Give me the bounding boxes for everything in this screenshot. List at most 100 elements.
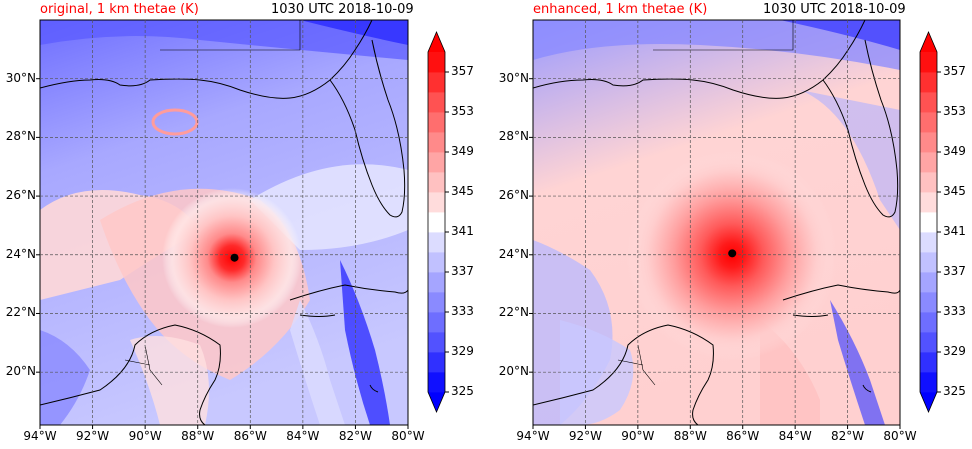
- right-panel-datetime: 1030 UTC 2018-10-09: [763, 2, 906, 17]
- colorbar-band: [920, 372, 937, 393]
- colorbar-band: [920, 192, 937, 213]
- colorbar-band: [428, 212, 445, 233]
- colorbar-tick-label: 353: [451, 104, 474, 118]
- graticule: [40, 20, 900, 425]
- colorbar-band: [428, 232, 445, 253]
- colorbar-band: [428, 132, 445, 153]
- lon-tick-label: 82°W: [338, 429, 372, 443]
- lon-tick-label: 86°W: [233, 429, 267, 443]
- colorbar-band: [428, 172, 445, 193]
- lon-tick-label: 92°W: [568, 429, 602, 443]
- colorbar-band: [428, 272, 445, 293]
- lat-tick-label: 28°N: [5, 129, 36, 144]
- lon-tick-label: 82°W: [830, 429, 865, 443]
- colorbar-band: [428, 112, 445, 133]
- colorbar-tick-label: 353: [943, 104, 966, 118]
- colorbar-band: [428, 152, 445, 173]
- colorbar-tick-label: 345: [943, 184, 966, 198]
- colorbar-tick-label: 333: [451, 304, 474, 318]
- colorbar-band: [428, 252, 445, 273]
- colorbar-band: [920, 292, 937, 313]
- lon-tick-label: 84°W: [286, 429, 320, 443]
- colorbar-band: [428, 52, 445, 73]
- colorbar-tick-label: 341: [943, 224, 966, 238]
- colorbar-extend-high: [428, 32, 445, 52]
- colorbar-band: [920, 92, 937, 113]
- colorbar-outline: [919, 30, 938, 414]
- lon-tick-label: 84°W: [778, 429, 812, 443]
- lon-tick-label: 80°W: [883, 429, 917, 443]
- lat-tick-label: 24°N: [5, 246, 36, 261]
- colorbar-band: [920, 272, 937, 293]
- colorbar-band: [920, 172, 937, 193]
- colorbar-extend-high: [920, 32, 937, 52]
- left-map: [40, 20, 408, 425]
- colorbar-tick-label: 329: [451, 344, 474, 358]
- lat-tick-label: 24°N: [498, 246, 529, 261]
- lon-tick-label: 80°W: [391, 429, 425, 443]
- colorbar-tick-label: 337: [451, 264, 474, 278]
- colorbar-tick-label: 345: [451, 184, 474, 198]
- lat-tick-label: 28°N: [498, 129, 529, 144]
- lat-tick-label: 26°N: [498, 188, 529, 203]
- lon-tick-label: 94°W: [23, 429, 57, 443]
- colorbar-band: [428, 372, 445, 393]
- colorbar-tick-label: 349: [943, 144, 966, 158]
- lat-tick-label: 30°N: [5, 70, 36, 85]
- colorbar-extend-low: [920, 392, 937, 412]
- lat-tick-label: 20°N: [5, 364, 36, 379]
- lon-tick-label: 90°W: [128, 429, 162, 443]
- lon-tick-label: 90°W: [621, 429, 655, 443]
- storm-center-markers: [230, 249, 737, 262]
- colorbar-outline: [427, 30, 446, 414]
- lon-tick-label: 88°W: [181, 429, 215, 443]
- colorbar-band: [920, 152, 937, 173]
- axis-tick-marks: [36, 78, 901, 429]
- colorbar-tick-label: 325: [943, 384, 966, 398]
- left-panel-datetime: 1030 UTC 2018-10-09: [271, 2, 414, 17]
- left-panel-title: original, 1 km thetae (K): [40, 2, 199, 17]
- lon-tick-label: 92°W: [75, 429, 110, 443]
- lat-tick-label: 22°N: [498, 305, 529, 320]
- colorbar-band: [428, 332, 445, 353]
- lon-tick-label: 88°W: [673, 429, 707, 443]
- storm-center-marker: [728, 249, 737, 258]
- colorbar-tick-label: 341: [451, 224, 474, 238]
- colorbar-band: [428, 72, 445, 93]
- colorbar-tick-label: 329: [943, 344, 966, 358]
- lat-tick-label: 26°N: [5, 188, 36, 203]
- colorbar-band: [920, 352, 937, 373]
- right-map-frame: [532, 19, 901, 426]
- colorbar-tick-label: 325: [451, 384, 474, 398]
- right-panel-title: enhanced, 1 km thetae (K): [533, 2, 708, 17]
- lon-tick-label: 86°W: [726, 429, 760, 443]
- colorbar-tick-label: 357: [451, 64, 474, 78]
- colorbar-band: [920, 132, 937, 153]
- colorbar-band: [920, 52, 937, 73]
- lat-tick-label: 30°N: [498, 70, 529, 85]
- colorbar-band: [428, 292, 445, 313]
- colorbar-tick-label: 349: [451, 144, 474, 158]
- colorbar-tick-label: 357: [943, 64, 966, 78]
- colorbar-extend-low: [428, 392, 445, 412]
- colorbar-band: [428, 312, 445, 333]
- colorbar-band: [428, 192, 445, 213]
- colorbar-band: [920, 72, 937, 93]
- colorbar-band: [428, 92, 445, 113]
- storm-center-marker: [230, 253, 239, 262]
- colorbar-band: [920, 112, 937, 133]
- colorbar-band: [920, 212, 937, 233]
- colorbars: [427, 30, 941, 414]
- left-map-frame: [39, 19, 409, 426]
- lat-tick-label: 22°N: [5, 305, 36, 320]
- colorbar-band: [920, 332, 937, 353]
- colorbar-band: [920, 252, 937, 273]
- lat-tick-label: 20°N: [498, 364, 529, 379]
- right-map: [533, 20, 900, 425]
- colorbar-band: [428, 352, 445, 373]
- colorbar-tick-label: 337: [943, 264, 966, 278]
- colorbar-band: [920, 232, 937, 253]
- colorbar-tick-label: 333: [943, 304, 966, 318]
- colorbar-band: [920, 312, 937, 333]
